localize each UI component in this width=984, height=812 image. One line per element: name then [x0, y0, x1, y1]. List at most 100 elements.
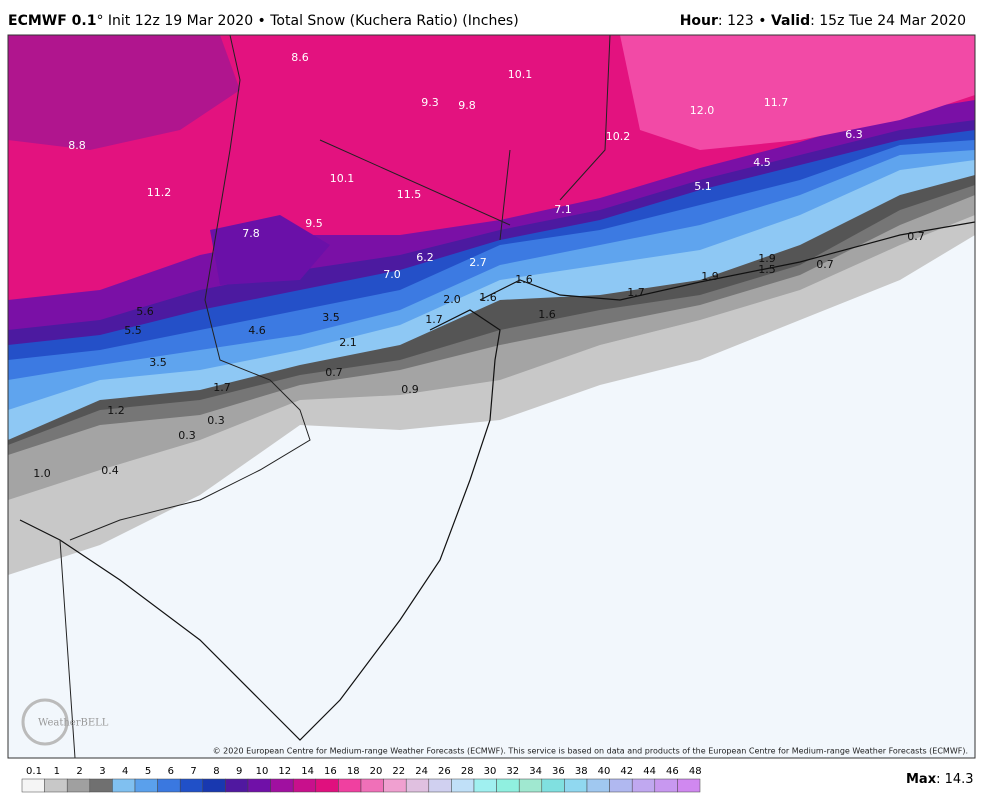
snow-value-label: 0.9 — [401, 383, 419, 396]
legend-swatch — [112, 778, 136, 793]
legend-swatch — [360, 778, 384, 793]
snow-value-label: 8.6 — [291, 51, 309, 64]
snow-value-label: 3.5 — [322, 311, 340, 324]
snow-value-label: 6.2 — [416, 251, 434, 264]
legend-swatch — [315, 778, 339, 793]
snow-value-label: 2.7 — [469, 256, 487, 269]
legend-swatch — [292, 778, 317, 793]
header-right: Hour: 123 • Valid: 15z Tue 24 Mar 2020 — [680, 13, 966, 29]
coast — [19, 221, 975, 741]
legend-swatch — [44, 778, 68, 793]
snow-value-label: 7.8 — [242, 227, 260, 240]
border — [59, 35, 611, 758]
legend-tick-label: 40 — [598, 766, 611, 777]
snow-value-label: 0.3 — [178, 429, 196, 442]
snow-value-label: 1.9 — [701, 270, 719, 283]
snow-value-label: 5.1 — [694, 180, 712, 193]
legend-swatch — [405, 778, 430, 793]
snow-value-label: 0.3 — [207, 414, 225, 427]
copyright: © 2020 European Centre for Medium-range … — [213, 747, 968, 756]
legend-tick-label: 10 — [256, 766, 269, 777]
legend-swatch — [338, 778, 362, 793]
legend-swatch — [134, 778, 158, 793]
legend-tick-label: 2 — [76, 766, 82, 777]
valid-label: Valid — [771, 13, 810, 29]
legend-swatch — [21, 778, 45, 793]
snow-value-label: 9.5 — [305, 217, 323, 230]
snow-value-label: 11.2 — [147, 186, 172, 199]
legend-tick-label: 22 — [392, 766, 405, 777]
legend-tick-label: 18 — [347, 766, 360, 777]
snow-band — [8, 35, 240, 150]
legend-tick-label: 14 — [301, 766, 314, 777]
snow-value-label: 1.0 — [33, 467, 51, 480]
snow-band — [210, 215, 330, 285]
snow-band — [620, 35, 975, 150]
legend-swatch — [66, 778, 91, 793]
snow-value-label: 6.3 — [845, 128, 863, 141]
snow-value-label: 5.6 — [136, 305, 154, 318]
legend-swatch — [564, 778, 588, 793]
snow-value-label: 9.8 — [458, 99, 476, 112]
init: ° Init 12z 19 Mar 2020 • Total Snow (Kuc… — [96, 13, 518, 29]
snow-value-label: 1.7 — [425, 313, 443, 326]
legend-swatch — [631, 778, 656, 793]
hour: : 123 • — [718, 13, 771, 29]
snow-value-label: 0.7 — [325, 366, 343, 379]
snow-value-label: 1.6 — [479, 291, 497, 304]
legend-swatch — [496, 778, 520, 793]
legend-tick-label: 36 — [552, 766, 565, 777]
snow-value-label: 10.2 — [606, 130, 631, 143]
valid: : 15z Tue 24 Mar 2020 — [810, 13, 966, 29]
snow-value-label: 12.0 — [690, 104, 715, 117]
legend-tick-label: 5 — [145, 766, 151, 777]
legend-swatch — [518, 778, 543, 793]
snow-value-label: 5.5 — [124, 324, 142, 337]
map-frame — [7, 34, 976, 759]
snow-value-label: 0.7 — [816, 258, 834, 271]
max-label: Max — [906, 772, 937, 787]
snow-value-label: 1.5 — [758, 263, 776, 276]
legend-tick-label: 42 — [620, 766, 633, 777]
snow-value-label: 4.6 — [248, 324, 266, 337]
logo-circle — [21, 698, 69, 746]
legend-swatch — [202, 778, 226, 793]
snow-value-label: 3.5 — [149, 356, 167, 369]
snow-value-label: 2.1 — [339, 336, 357, 349]
legend-swatch — [270, 778, 294, 793]
legend-tick-label: 30 — [484, 766, 497, 777]
snow-value-label: 2.0 — [443, 293, 461, 306]
snow-value-label: 7.1 — [554, 203, 572, 216]
legend-tick-label: 44 — [643, 766, 656, 777]
legend-tick-label: 38 — [575, 766, 588, 777]
legend-swatch — [451, 778, 475, 793]
legend-tick-label: 1 — [54, 766, 60, 777]
legend-tick-label: 26 — [438, 766, 451, 777]
legend-tick-label: 24 — [415, 766, 428, 777]
legend-tick-label: 12 — [278, 766, 291, 777]
legend-swatch — [383, 778, 407, 793]
legend-tick-label: 3 — [99, 766, 105, 777]
legend-tick-label: 16 — [324, 766, 337, 777]
legend-tick-label: 28 — [461, 766, 474, 777]
legend-swatch — [157, 778, 181, 793]
legend-tick-label: 7 — [190, 766, 196, 777]
legend-tick-label: 4 — [122, 766, 128, 777]
snow-value-label: 9.3 — [421, 96, 439, 109]
legend-swatch — [473, 778, 497, 793]
legend-swatch — [89, 778, 113, 793]
map: 8.6 10.1 9.3 9.8 8.8 10.2 12.0 11.7 6.3 10.1 11.2 1… — [8, 35, 975, 758]
legend-swatch — [677, 778, 701, 793]
legend-tick-label: 34 — [529, 766, 542, 777]
legend-swatch — [247, 778, 271, 793]
header-left: ECMWF 0.1° Init 12z 19 Mar 2020 • Total … — [8, 13, 519, 29]
legend-tick-label: 6 — [168, 766, 174, 777]
legend-tick-label: 48 — [689, 766, 702, 777]
snow-value-label: 0.4 — [101, 464, 119, 477]
legend-tick-label: 8 — [213, 766, 219, 777]
logo: WeatherBELL — [38, 718, 109, 729]
legend-swatch — [654, 778, 678, 793]
max-value: : 14.3 — [936, 772, 973, 787]
snow-value-label: 8.8 — [68, 139, 86, 152]
